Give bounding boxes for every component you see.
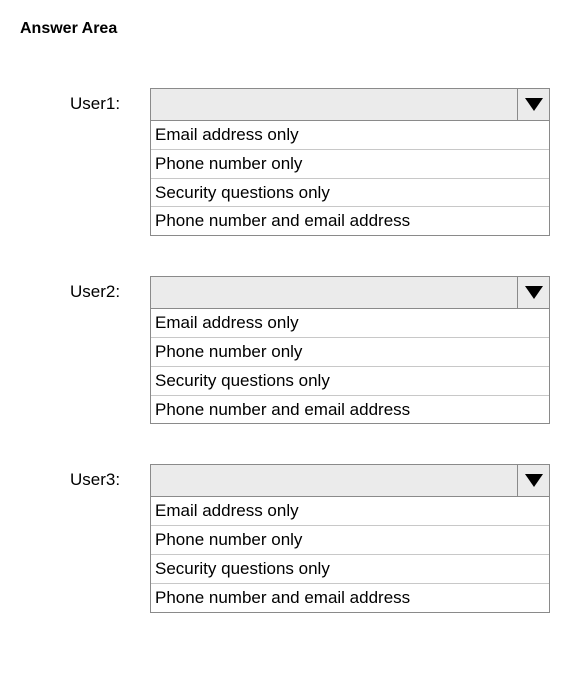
option-item[interactable]: Phone number and email address — [151, 207, 549, 235]
option-item[interactable]: Phone number only — [151, 338, 549, 367]
option-item[interactable]: Phone number and email address — [151, 396, 549, 424]
select-arrow-user3[interactable] — [517, 465, 549, 496]
field-row-user1: User1: Email address only Phone number o… — [20, 88, 564, 236]
chevron-down-icon — [525, 98, 543, 111]
option-item[interactable]: Phone number only — [151, 150, 549, 179]
chevron-down-icon — [525, 474, 543, 487]
field-control-user2: Email address only Phone number only Sec… — [150, 276, 550, 424]
field-label-user2: User2: — [20, 276, 150, 302]
option-item[interactable]: Security questions only — [151, 367, 549, 396]
select-user3[interactable] — [150, 464, 550, 497]
field-row-user2: User2: Email address only Phone number o… — [20, 276, 564, 424]
options-list-user2: Email address only Phone number only Sec… — [150, 309, 550, 424]
select-user1[interactable] — [150, 88, 550, 121]
option-item[interactable]: Phone number and email address — [151, 584, 549, 612]
select-arrow-user1[interactable] — [517, 89, 549, 120]
option-item[interactable]: Phone number only — [151, 526, 549, 555]
field-control-user3: Email address only Phone number only Sec… — [150, 464, 550, 612]
select-arrow-user2[interactable] — [517, 277, 549, 308]
field-label-user1: User1: — [20, 88, 150, 114]
page-title: Answer Area — [20, 20, 564, 38]
select-user2[interactable] — [150, 276, 550, 309]
option-item[interactable]: Email address only — [151, 121, 549, 150]
field-control-user1: Email address only Phone number only Sec… — [150, 88, 550, 236]
option-item[interactable]: Email address only — [151, 497, 549, 526]
chevron-down-icon — [525, 286, 543, 299]
option-item[interactable]: Security questions only — [151, 179, 549, 208]
field-row-user3: User3: Email address only Phone number o… — [20, 464, 564, 612]
options-list-user1: Email address only Phone number only Sec… — [150, 121, 550, 236]
field-label-user3: User3: — [20, 464, 150, 490]
option-item[interactable]: Email address only — [151, 309, 549, 338]
option-item[interactable]: Security questions only — [151, 555, 549, 584]
options-list-user3: Email address only Phone number only Sec… — [150, 497, 550, 612]
